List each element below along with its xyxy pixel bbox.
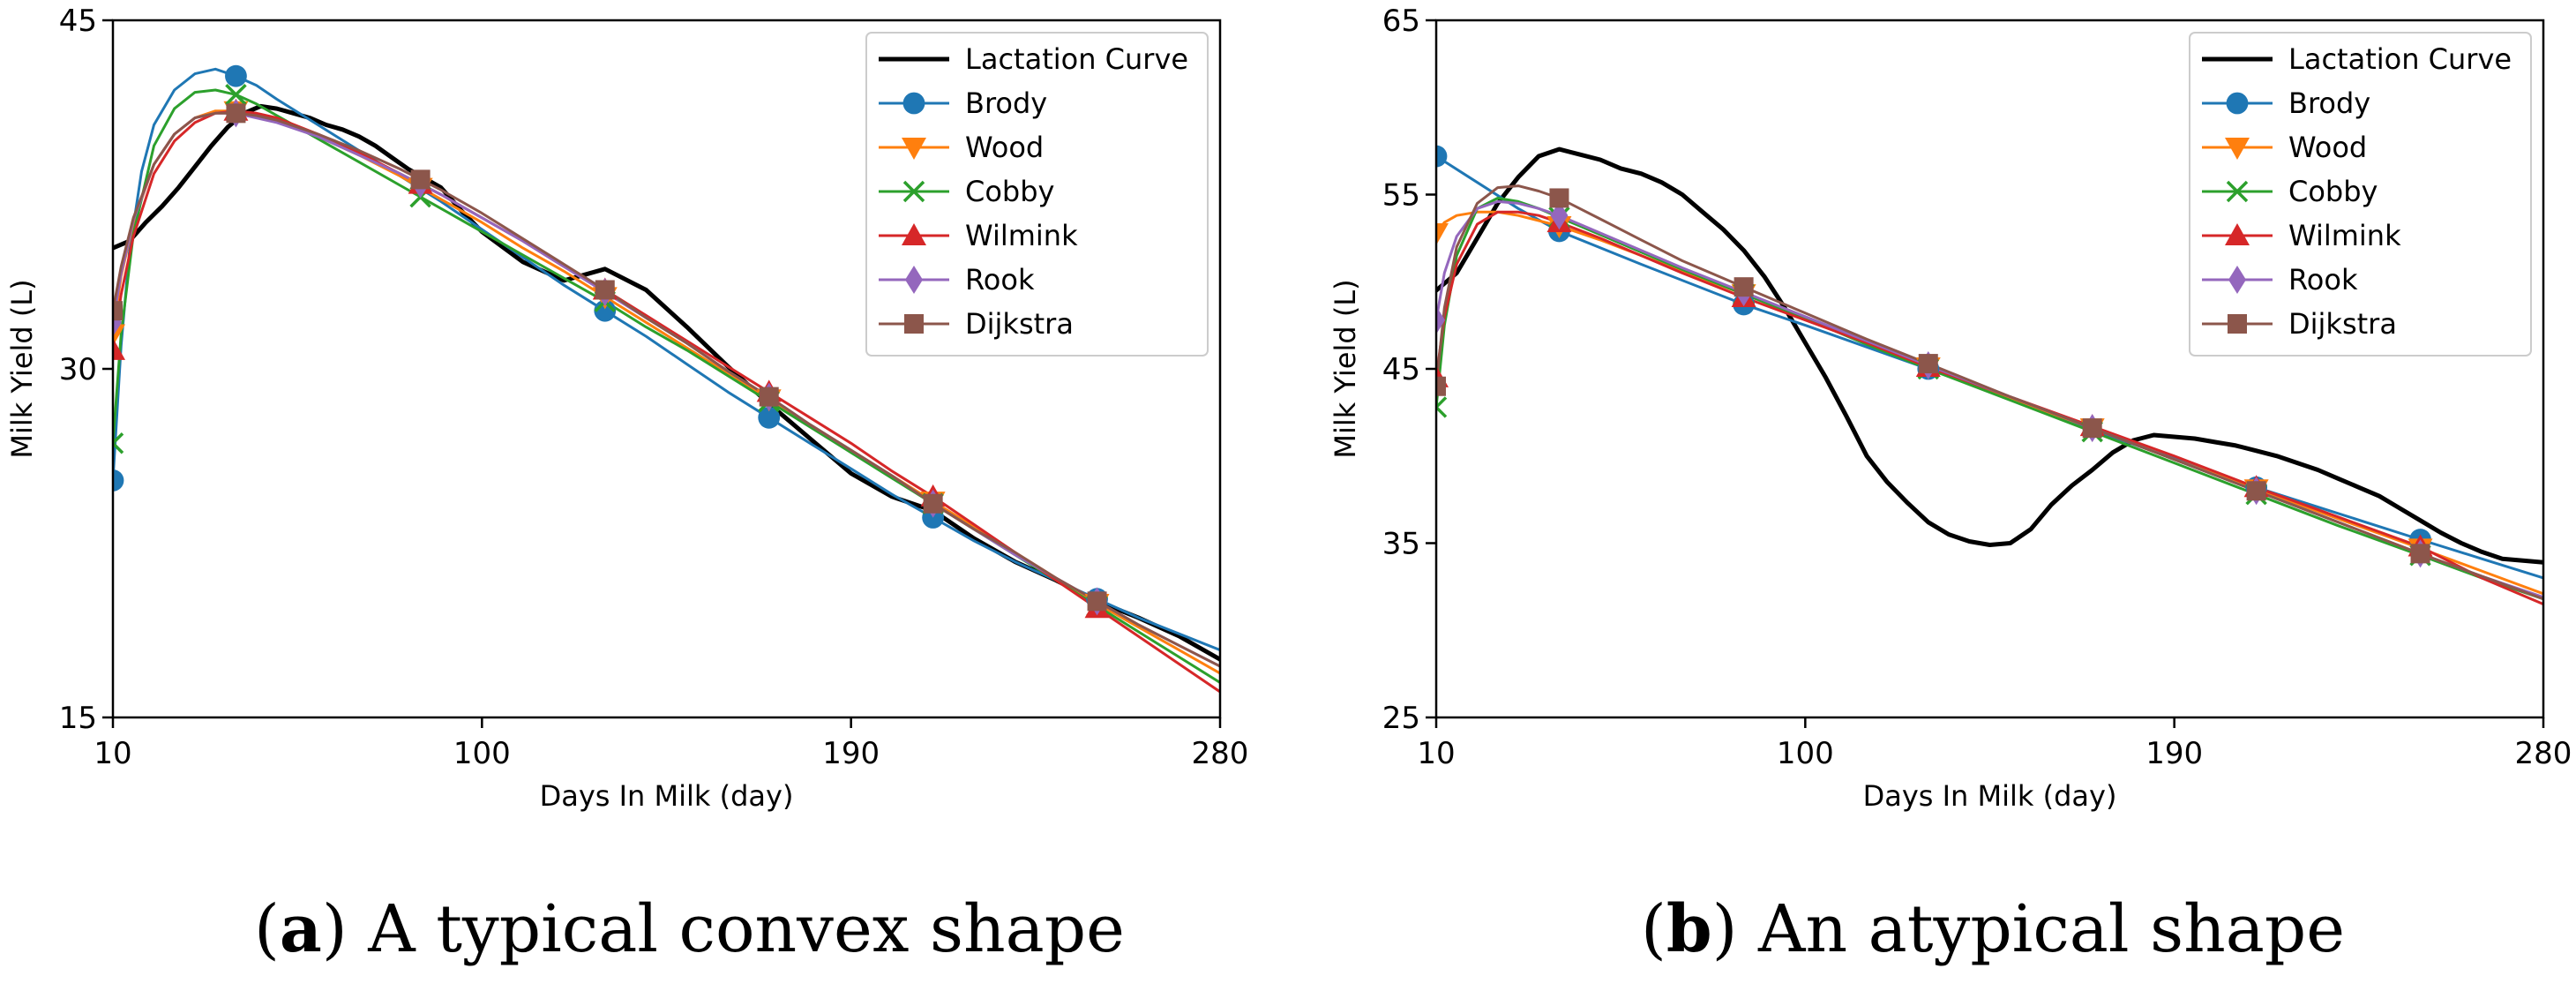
data-point-dijkstra — [1087, 591, 1107, 612]
legend-entry: Wilmink — [965, 219, 1078, 252]
y-tick-label: 45 — [1382, 352, 1420, 387]
legend-entry: Wood — [965, 131, 1044, 164]
y-tick-label: 30 — [59, 352, 97, 387]
legend-entry: Rook — [965, 263, 1035, 297]
data-point-brody — [758, 406, 781, 429]
legend-marker — [2228, 314, 2247, 334]
series-line-brody — [113, 67, 1220, 652]
legend-entry: Rook — [2288, 263, 2358, 297]
data-point-dijkstra — [2246, 481, 2266, 501]
data-point-rook — [1550, 201, 1569, 230]
y-tick-label: 35 — [1382, 527, 1420, 562]
y-tick-label: 25 — [1382, 701, 1420, 736]
data-point-brody — [225, 64, 247, 87]
data-point-dijkstra — [759, 387, 779, 407]
legend-entry: Cobby — [2288, 175, 2378, 208]
legend-entry: Dijkstra — [965, 307, 1074, 341]
legend: Lactation Curve Brody Wood Cobby Wilmink Rook… — [865, 32, 1209, 357]
legend-marker — [902, 180, 925, 203]
legend-marker — [902, 223, 926, 245]
legend-marker — [902, 138, 926, 160]
data-point-dijkstra — [226, 103, 246, 124]
y-axis-label: Milk Yield (L) — [1329, 279, 1362, 458]
data-point-dijkstra — [1918, 354, 1938, 374]
caption-a-text: A typical convex shape — [368, 891, 1125, 967]
x-axis-label: Days In Milk (day) — [1863, 779, 2117, 813]
series-line-lactation-curve — [1436, 146, 2543, 565]
legend-entry: Brody — [2288, 86, 2370, 120]
legend-marker — [902, 92, 925, 115]
legend-entry: Lactation Curve — [2288, 42, 2512, 76]
chart-panel-b: 10 100 190 280 25 35 45 55 65 Days In Milk (day) M… — [1329, 4, 2572, 813]
legend-marker — [905, 266, 923, 294]
x-tick-label: 280 — [2515, 736, 2572, 771]
x-tick-label: 100 — [453, 736, 511, 771]
caption-b: (b) An atypical shape — [1641, 891, 2346, 967]
data-point-cobby — [225, 84, 247, 106]
series-line-dijkstra — [113, 111, 1220, 668]
data-point-cobby — [113, 432, 124, 454]
legend-marker — [904, 314, 924, 334]
data-point-rook — [1436, 305, 1445, 334]
legend-marker — [2225, 138, 2250, 160]
x-axis-label: Days In Milk (day) — [540, 779, 794, 813]
plot-area-a — [113, 64, 1220, 694]
y-tick-label: 55 — [1382, 178, 1420, 214]
caption-a: (a) A typical convex shape — [254, 891, 1125, 967]
legend-marker — [2226, 180, 2249, 203]
series-line-lactation-curve — [113, 103, 1220, 662]
legend-entry: Wilmink — [2288, 219, 2401, 252]
caption-b-label: b — [1666, 891, 1712, 967]
y-axis-label: Milk Yield (L) — [5, 279, 39, 458]
legend-marker — [2228, 266, 2246, 294]
plot-area-b — [1436, 145, 2543, 606]
x-tick-label: 190 — [2145, 736, 2203, 771]
caption-a-label: a — [279, 891, 322, 967]
x-tick-label: 280 — [1192, 736, 1249, 771]
y-tick-label: 15 — [59, 701, 97, 736]
data-point-dijkstra — [410, 169, 431, 190]
legend-entry: Wood — [2288, 131, 2367, 164]
legend-marker — [2225, 223, 2250, 245]
data-point-dijkstra — [2082, 418, 2102, 439]
data-point-brody — [1436, 145, 1448, 168]
data-point-dijkstra — [1436, 376, 1446, 396]
x-tick-label: 190 — [822, 736, 880, 771]
chart-panel-a: 10 100 190 280 15 30 45 Days In Milk (day) Milk … — [5, 4, 1248, 813]
data-point-cobby — [1436, 396, 1448, 418]
y-tick-label: 45 — [59, 4, 97, 39]
legend-entry: Cobby — [965, 175, 1054, 208]
legend-entry: Lactation Curve — [965, 42, 1188, 76]
caption-b-text: An atypical shape — [1758, 891, 2346, 967]
y-tick-label: 65 — [1382, 4, 1420, 39]
data-point-wilmink — [113, 337, 125, 360]
legend-entry: Brody — [965, 86, 1047, 120]
data-point-dijkstra — [2410, 544, 2430, 564]
x-tick-label: 10 — [94, 736, 131, 771]
x-tick-label: 10 — [1417, 736, 1455, 771]
legend-marker — [2226, 92, 2249, 115]
data-point-brody — [113, 469, 124, 492]
x-tick-label: 100 — [1777, 736, 1834, 771]
legend-entry: Dijkstra — [2288, 307, 2397, 341]
legend: Lactation Curve Brody Wood Cobby Wilmink Rook… — [2189, 32, 2532, 357]
data-point-dijkstra — [1734, 277, 1754, 297]
data-point-dijkstra — [113, 301, 123, 321]
data-point-dijkstra — [595, 280, 615, 300]
data-point-dijkstra — [923, 493, 943, 514]
legend-box — [865, 32, 1209, 357]
data-point-wood — [1436, 222, 1449, 245]
legend-box — [2189, 32, 2532, 357]
data-point-dijkstra — [1549, 188, 1569, 208]
